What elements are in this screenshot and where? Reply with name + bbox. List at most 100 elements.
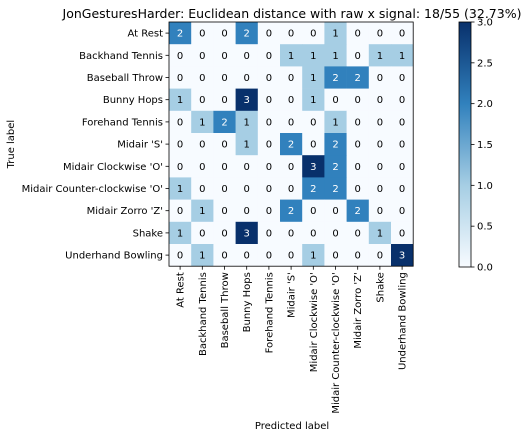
heatmap-cell bbox=[368, 177, 392, 200]
y-tick-labels: At Rest Backhand Tennis Baseball Throw Bunn… bbox=[22, 29, 169, 262]
heatmap-cell bbox=[324, 133, 347, 156]
chart-title: JonGesturesHarder: Euclidean distance wi… bbox=[62, 6, 521, 21]
heatmap-cell bbox=[235, 155, 259, 178]
y-tick-label: Backhand Tennis bbox=[79, 51, 163, 62]
heatmap-cell bbox=[391, 88, 414, 112]
heatmap-cell bbox=[191, 110, 214, 134]
cell-value-label: 0 bbox=[355, 162, 361, 173]
cell-value-label: 1 bbox=[310, 73, 316, 84]
cell-value-label: 0 bbox=[221, 73, 227, 84]
cell-value-label: 0 bbox=[221, 29, 227, 40]
heatmap-cell bbox=[302, 22, 325, 45]
cell-value-label: 0 bbox=[399, 162, 405, 173]
heatmap-cell bbox=[213, 88, 236, 112]
colorbar-tick-label: 3.0 bbox=[477, 18, 493, 29]
heatmap-cell bbox=[235, 244, 259, 267]
heatmap-cell bbox=[257, 155, 281, 178]
cell-value-label: 0 bbox=[221, 51, 227, 62]
y-tick-label: Midair Counter-clockwise 'O' bbox=[22, 184, 163, 195]
cell-value-label: 1 bbox=[244, 117, 250, 128]
heatmap-cell bbox=[391, 155, 414, 178]
heatmap-cell bbox=[280, 244, 303, 267]
x-tick-label: Bunny Hops bbox=[242, 272, 253, 332]
x-tick-label: Backhand Tennis bbox=[198, 272, 209, 356]
cell-value-label: 0 bbox=[177, 140, 183, 151]
heatmap-cell bbox=[280, 110, 303, 134]
cell-value-label: 0 bbox=[288, 162, 294, 173]
cell-value-label: 0 bbox=[244, 51, 250, 62]
cell-value-label: 0 bbox=[244, 184, 250, 195]
heatmap-cell bbox=[302, 66, 325, 89]
cell-value-label: 1 bbox=[288, 51, 294, 62]
cell-value-label: 0 bbox=[177, 117, 183, 128]
heatmap-cell bbox=[324, 177, 347, 200]
cell-value-label: 0 bbox=[221, 251, 227, 262]
heatmap-cell bbox=[346, 22, 370, 45]
x-tick-label: Forehand Tennis bbox=[264, 272, 275, 353]
cell-value-label: 0 bbox=[221, 140, 227, 151]
heatmap-cell bbox=[368, 199, 392, 223]
y-tick-label: At Rest bbox=[127, 29, 163, 40]
cell-value-label: 0 bbox=[266, 228, 272, 239]
heatmap-cell bbox=[346, 44, 370, 67]
cell-value-label: 2 bbox=[288, 206, 294, 217]
heatmap-cell bbox=[213, 199, 236, 223]
cell-value-label: 0 bbox=[266, 29, 272, 40]
heatmap-cell bbox=[257, 44, 281, 67]
heatmap-cell bbox=[191, 244, 214, 267]
heatmap-cell bbox=[368, 221, 392, 245]
cell-value-label: 0 bbox=[355, 95, 361, 106]
heatmap-cell bbox=[280, 133, 303, 156]
heatmap-cell bbox=[191, 221, 214, 245]
heatmap-cell bbox=[169, 244, 192, 267]
heatmap-cell bbox=[346, 221, 370, 245]
cell-value-label: 0 bbox=[288, 73, 294, 84]
cell-value-label: 0 bbox=[221, 206, 227, 217]
heatmap-cell bbox=[169, 88, 192, 112]
y-tick-label: Forehand Tennis bbox=[82, 117, 163, 128]
cell-value-label: 0 bbox=[266, 251, 272, 262]
cell-value-label: 0 bbox=[288, 251, 294, 262]
heatmap-cell bbox=[302, 177, 325, 200]
heatmap-cell bbox=[346, 199, 370, 223]
heatmap-cell bbox=[324, 44, 347, 67]
heatmap-cell bbox=[324, 110, 347, 134]
cell-value-label: 1 bbox=[377, 228, 383, 239]
x-tick-label: Midair Counter-clockwise 'O' bbox=[331, 272, 342, 413]
cell-value-label: 0 bbox=[266, 140, 272, 151]
cell-value-label: 0 bbox=[332, 206, 338, 217]
cell-value-labels: 2 0 0 2 0 0 0 1 0 0 0 0 0 0 0 0 1 1 1 0 1 1 0 0 0 0 0 0 1 2 2 0 0 1 0 0 3 0 0 1… bbox=[177, 29, 405, 262]
cell-value-label: 0 bbox=[377, 73, 383, 84]
heatmap-cell bbox=[280, 22, 303, 45]
cell-value-label: 1 bbox=[177, 95, 183, 106]
x-tick-label: Midair Zorro 'Z' bbox=[353, 272, 364, 348]
cell-value-label: 2 bbox=[355, 206, 361, 217]
cell-value-label: 2 bbox=[221, 117, 227, 128]
cell-value-label: 0 bbox=[177, 162, 183, 173]
cell-value-label: 0 bbox=[288, 117, 294, 128]
heatmap-cell bbox=[235, 88, 259, 112]
heatmap-cell bbox=[191, 22, 214, 45]
cell-value-label: 0 bbox=[377, 29, 383, 40]
heatmap-cell bbox=[257, 177, 281, 200]
cell-value-label: 0 bbox=[399, 206, 405, 217]
heatmap-cell bbox=[235, 199, 259, 223]
heatmap-cells bbox=[169, 22, 414, 267]
colorbar bbox=[458, 21, 472, 268]
cell-value-label: 0 bbox=[199, 51, 205, 62]
heatmap-cell bbox=[346, 110, 370, 134]
cell-value-label: 3 bbox=[244, 95, 250, 106]
cell-value-label: 0 bbox=[377, 162, 383, 173]
cell-value-label: 0 bbox=[288, 184, 294, 195]
heatmap-cell bbox=[302, 88, 325, 112]
cell-value-label: 0 bbox=[199, 228, 205, 239]
cell-value-label: 1 bbox=[244, 140, 250, 151]
cell-value-label: 0 bbox=[377, 140, 383, 151]
heatmap-cell bbox=[169, 199, 192, 223]
cell-value-label: 0 bbox=[355, 29, 361, 40]
heatmap-cell bbox=[169, 110, 192, 134]
cell-value-label: 0 bbox=[377, 184, 383, 195]
cell-value-label: 0 bbox=[332, 95, 338, 106]
heatmap-cell bbox=[213, 133, 236, 156]
heatmap-cell bbox=[235, 133, 259, 156]
